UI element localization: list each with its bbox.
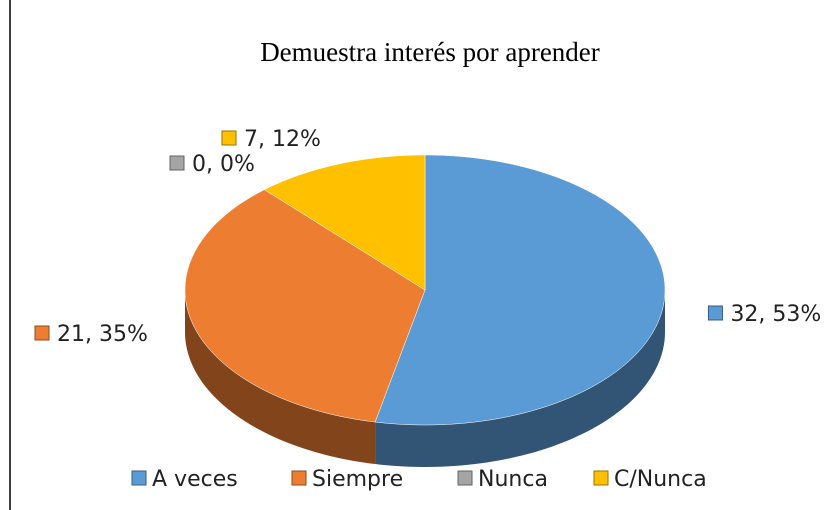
marker [34, 325, 50, 341]
slice [263, 154, 426, 291]
data-label: 0, 0% [192, 152, 255, 177]
legend-label: Nunca [478, 467, 548, 492]
slice [184, 189, 426, 423]
slice-side [375, 290, 665, 467]
marker [131, 470, 147, 486]
marker [593, 470, 609, 486]
legend-label: Siempre [312, 467, 403, 492]
marker [169, 155, 185, 171]
slice [374, 154, 666, 426]
marker [707, 305, 723, 321]
slice-side [185, 290, 376, 465]
marker [221, 130, 237, 146]
legend-label: A veces [152, 467, 238, 492]
data-label: 32, 53% [730, 302, 821, 327]
chart-title: Demuestra interés por aprender [260, 37, 600, 67]
marker [457, 470, 473, 486]
legend-label: C/Nunca [614, 467, 707, 492]
data-label: 21, 35% [57, 322, 148, 347]
data-label: 7, 12% [244, 127, 321, 152]
marker [291, 470, 307, 486]
